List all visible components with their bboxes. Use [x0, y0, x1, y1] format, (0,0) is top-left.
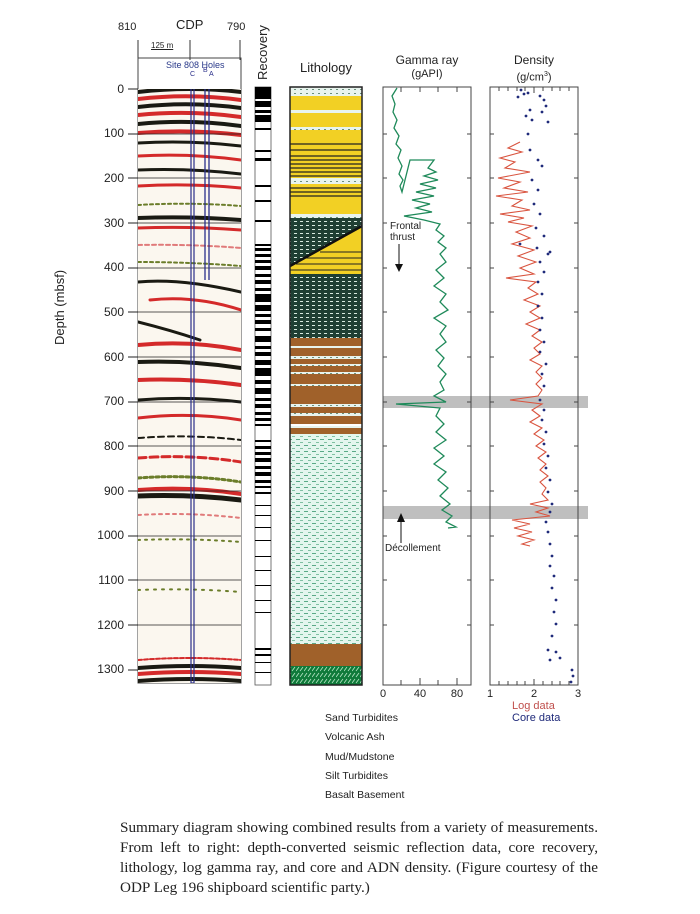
gamma-xtick: 40 [413, 688, 427, 700]
depth-tick: 700 [103, 394, 124, 408]
density-xtick: 2 [530, 688, 538, 700]
legend-mud-mudstone: Mud/Mudstone [325, 751, 395, 763]
seismic-section [138, 89, 241, 683]
legend-sand-turbidites: Sand Turbidites [325, 712, 398, 724]
recovery-title: Recovery [255, 25, 270, 80]
lithology-column [289, 86, 363, 686]
density-xtick: 3 [574, 688, 582, 700]
gamma-title: Gamma ray [395, 53, 459, 67]
gamma-xtick: 0 [379, 688, 387, 700]
depth-tick: 900 [103, 484, 124, 498]
figure-graphic: C B A [128, 40, 588, 686]
site-label: Site 808 Holes [166, 60, 225, 70]
legend-silt-turbidites: Silt Turbidites [325, 770, 389, 782]
gamma-ray-plot [382, 86, 488, 686]
hole-label-a: A [209, 71, 214, 78]
legend-basalt-basement: Basalt Basement [325, 789, 405, 801]
depth-tick: 800 [103, 439, 124, 453]
density-xtick: 1 [486, 688, 494, 700]
density-title: Density [513, 53, 554, 67]
depth-tick: 100 [103, 126, 124, 140]
decollement-annotation: Décollement [385, 543, 441, 554]
scale-bar-label: 125 m [151, 41, 174, 50]
depth-tick: 300 [103, 216, 124, 230]
depth-tick: 500 [103, 305, 124, 319]
depth-tick: 0 [117, 82, 124, 96]
lithology-title: Lithology [299, 60, 353, 75]
hole-label-c: C [190, 71, 195, 78]
legend-log-data: Log data [512, 700, 555, 712]
cdp-axis-title: CDP [176, 17, 204, 32]
gamma-unit: (gAPI) [411, 68, 443, 80]
legend-core-data: Core data [512, 712, 561, 724]
depth-tick: 1000 [97, 528, 124, 542]
gamma-xtick: 80 [450, 688, 464, 700]
density-unit: (g/cm3) [516, 71, 552, 84]
figure-caption: Summary diagram showing combined results… [120, 819, 598, 896]
cdp-right-label: 790 [227, 21, 246, 33]
hole-label-b: B [203, 67, 208, 74]
depth-tick: 200 [103, 171, 124, 185]
depth-tick: 1300 [97, 662, 124, 676]
legend-volcanic-ash: Volcanic Ash [325, 731, 385, 743]
depth-tick: 1200 [97, 618, 124, 632]
depth-tick: 600 [103, 350, 124, 364]
density-plot [488, 86, 588, 686]
frontal-thrust-annotation: Frontal thrust [390, 221, 422, 243]
depth-tick: 400 [103, 260, 124, 274]
cdp-left-label: 810 [118, 21, 137, 33]
recovery-column [254, 86, 272, 686]
depth-tick: 1100 [98, 573, 124, 587]
